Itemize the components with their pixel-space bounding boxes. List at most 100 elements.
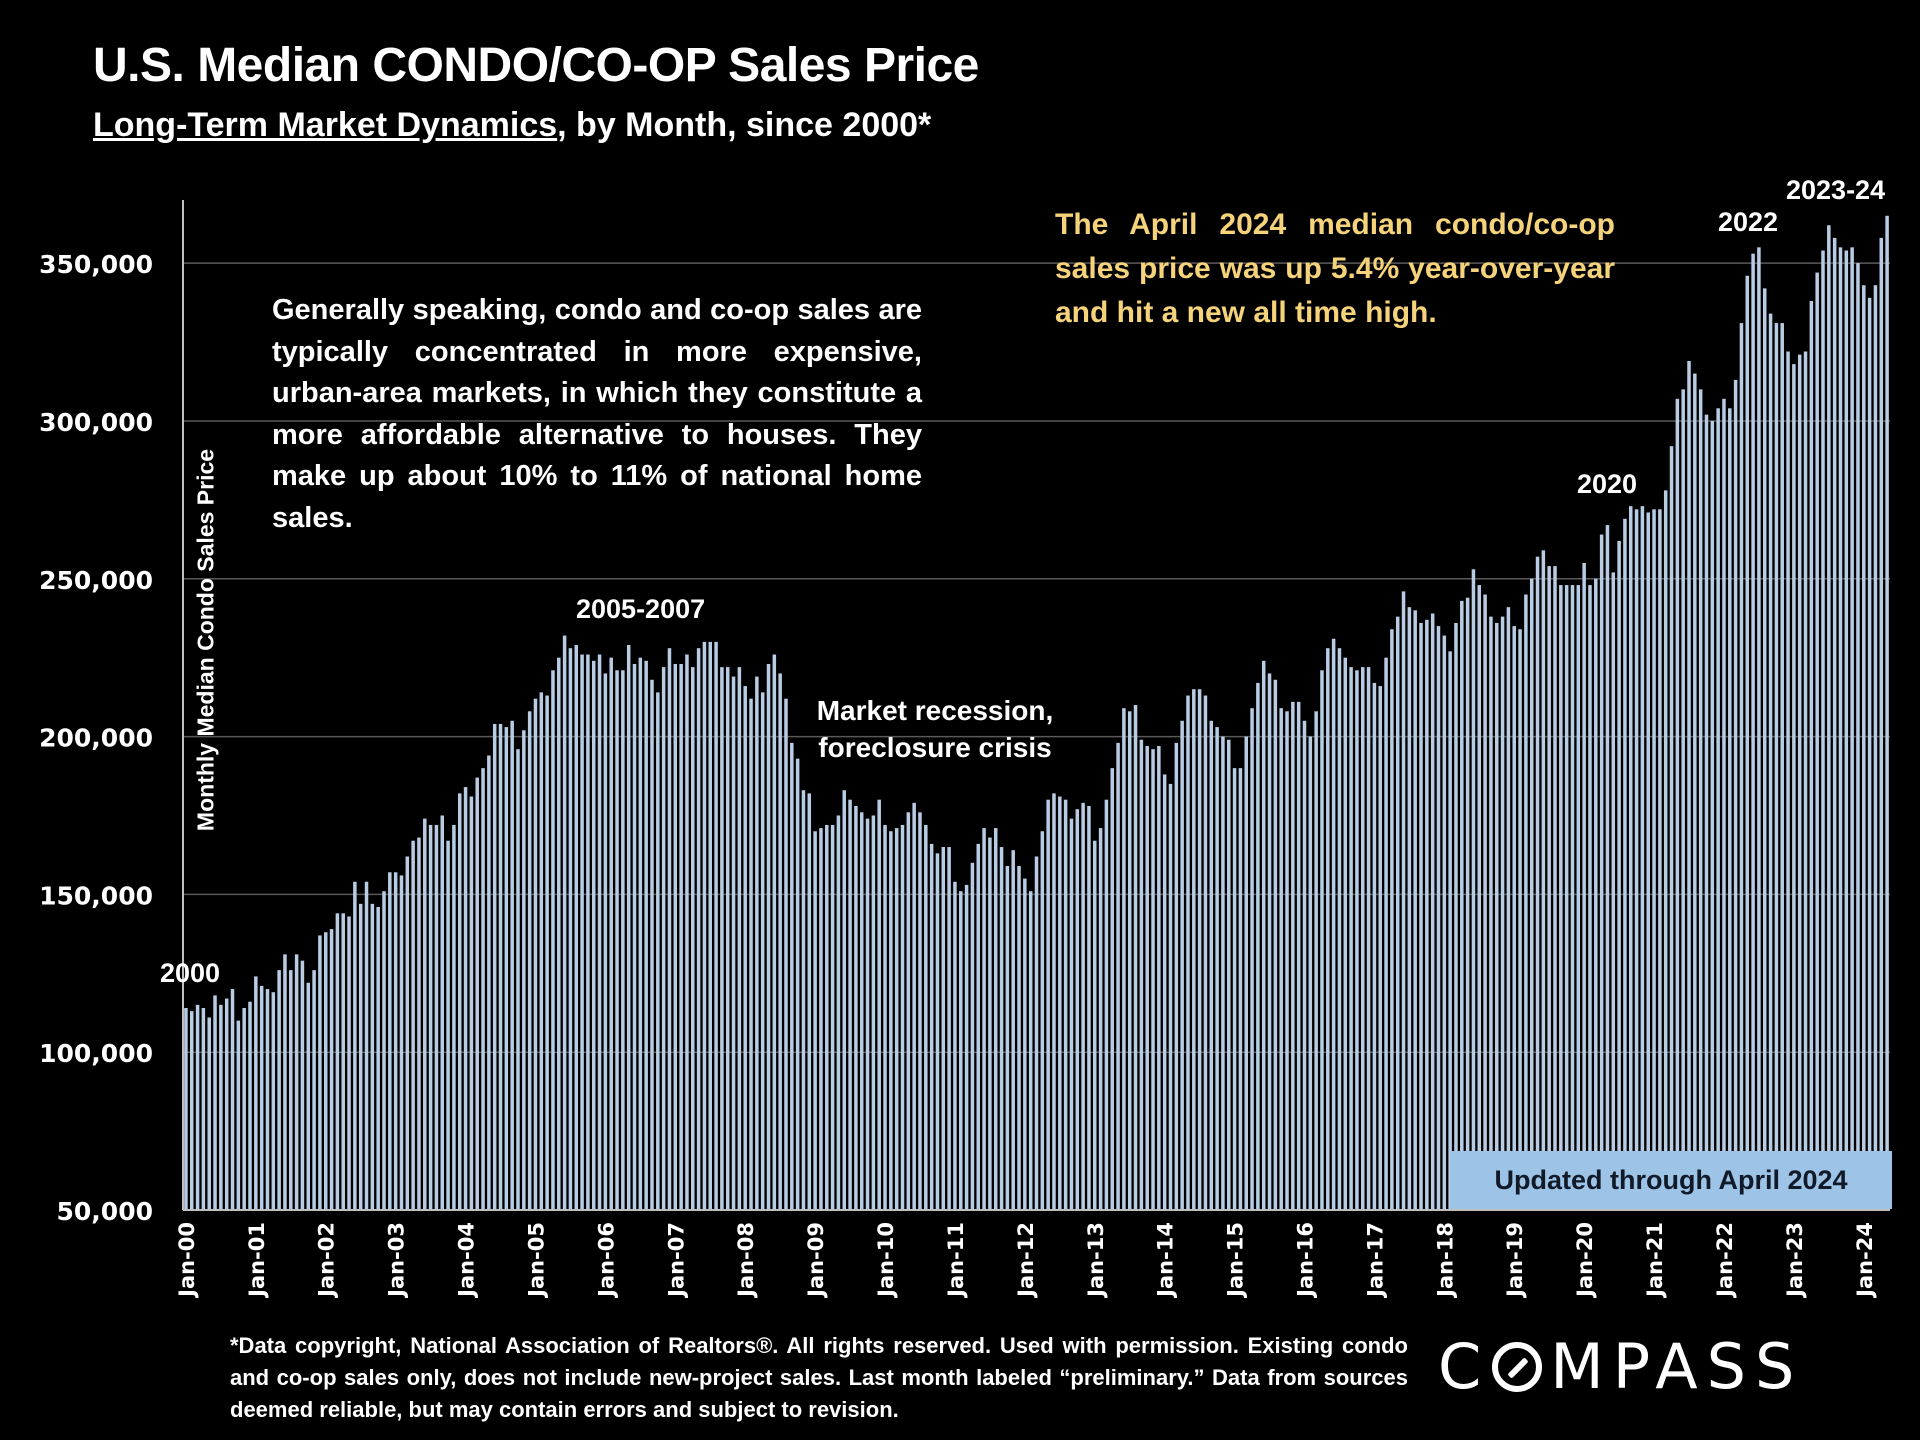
bar	[1261, 660, 1266, 1210]
bar	[1605, 525, 1610, 1210]
y-tick-label: 50,000	[57, 1197, 153, 1226]
bar	[504, 727, 509, 1210]
bar	[679, 663, 683, 1210]
bar	[242, 1008, 246, 1210]
bar	[720, 667, 724, 1211]
bar	[1320, 670, 1324, 1210]
bar	[1541, 550, 1546, 1210]
bar	[1005, 865, 1010, 1210]
bar	[1733, 379, 1738, 1210]
bar	[289, 970, 293, 1211]
bar	[1028, 891, 1033, 1210]
bar	[819, 828, 823, 1210]
x-tick-label: Jan-14	[1154, 1222, 1178, 1299]
bar	[1337, 648, 1342, 1210]
bar	[1401, 591, 1406, 1211]
bar	[184, 1008, 188, 1210]
bar	[1157, 746, 1161, 1210]
bars	[184, 215, 1889, 1211]
bar	[959, 891, 963, 1210]
bar	[621, 670, 625, 1210]
bar	[883, 824, 887, 1210]
bar	[1221, 736, 1225, 1210]
bar	[1302, 720, 1307, 1210]
x-tick-label: Jan-04	[455, 1222, 479, 1299]
bar	[836, 815, 841, 1210]
bar	[1646, 512, 1650, 1210]
bar	[912, 802, 916, 1210]
bar	[626, 645, 631, 1210]
bar	[347, 916, 351, 1210]
bar	[434, 824, 439, 1210]
bar	[1559, 585, 1563, 1210]
bar	[1506, 607, 1511, 1210]
x-tick-label: Jan-06	[594, 1222, 618, 1299]
bar	[1250, 708, 1254, 1210]
bar	[562, 635, 567, 1210]
bar	[1594, 578, 1598, 1210]
bar	[1751, 253, 1755, 1210]
bar	[1454, 622, 1458, 1210]
annotation-2005-2007: 2005-2007	[576, 594, 706, 624]
bar	[236, 1020, 241, 1211]
bar	[714, 641, 718, 1211]
bar	[1757, 247, 1761, 1211]
bar	[341, 913, 345, 1210]
bar	[527, 711, 532, 1210]
bar	[1710, 420, 1715, 1210]
annotation-2023-24: 2023-24	[1786, 175, 1886, 205]
bar	[353, 881, 357, 1210]
bar	[1640, 506, 1645, 1210]
x-tick-label: Jan-13	[1084, 1222, 1108, 1299]
bar	[557, 657, 561, 1210]
bar	[1133, 705, 1138, 1210]
bar	[1535, 556, 1540, 1210]
x-tick-label: Jan-17	[1363, 1222, 1387, 1299]
bar	[1279, 708, 1283, 1210]
bar	[1098, 828, 1103, 1210]
bar	[656, 692, 660, 1211]
bar	[580, 654, 584, 1210]
bar	[574, 645, 578, 1210]
bar	[487, 755, 491, 1210]
bar	[1873, 285, 1878, 1211]
bar	[1232, 768, 1237, 1211]
bar	[405, 856, 410, 1210]
annotation-2020: 2020	[1577, 469, 1638, 499]
bar	[1681, 389, 1685, 1211]
bar	[1349, 667, 1353, 1211]
bar	[1588, 585, 1592, 1210]
gridlines	[183, 262, 1890, 1053]
bar	[1582, 562, 1586, 1210]
bar	[1815, 272, 1819, 1211]
bar	[213, 995, 217, 1211]
x-tick-label: Jan-20	[1573, 1222, 1597, 1299]
bar	[1477, 585, 1482, 1210]
updated-badge: Updated through April 2024	[1450, 1151, 1892, 1209]
bar	[388, 872, 392, 1210]
bar	[1203, 695, 1208, 1210]
highlight-callout: The April 2024 median condo/co-op sales …	[1055, 208, 1615, 329]
bar	[446, 840, 450, 1210]
annotation-2022: 2022	[1718, 207, 1779, 237]
bar	[854, 806, 858, 1210]
bar	[988, 837, 992, 1210]
bar	[848, 799, 852, 1210]
bar	[545, 695, 549, 1210]
bar	[1465, 597, 1470, 1210]
bar	[1267, 673, 1272, 1210]
bar	[1063, 799, 1068, 1210]
bar	[189, 1011, 194, 1210]
bar	[1867, 297, 1872, 1211]
bar	[475, 777, 479, 1210]
bar	[1122, 708, 1126, 1210]
bar	[650, 679, 654, 1210]
bar	[731, 676, 736, 1210]
bar	[382, 891, 386, 1210]
bar	[924, 824, 928, 1210]
bar	[1372, 682, 1377, 1210]
bar	[830, 824, 835, 1210]
bar	[877, 799, 881, 1210]
y-tick-label: 100,000	[39, 1039, 153, 1068]
chart-subtitle: Long-Term Market Dynamics, by Month, sin…	[93, 106, 931, 145]
